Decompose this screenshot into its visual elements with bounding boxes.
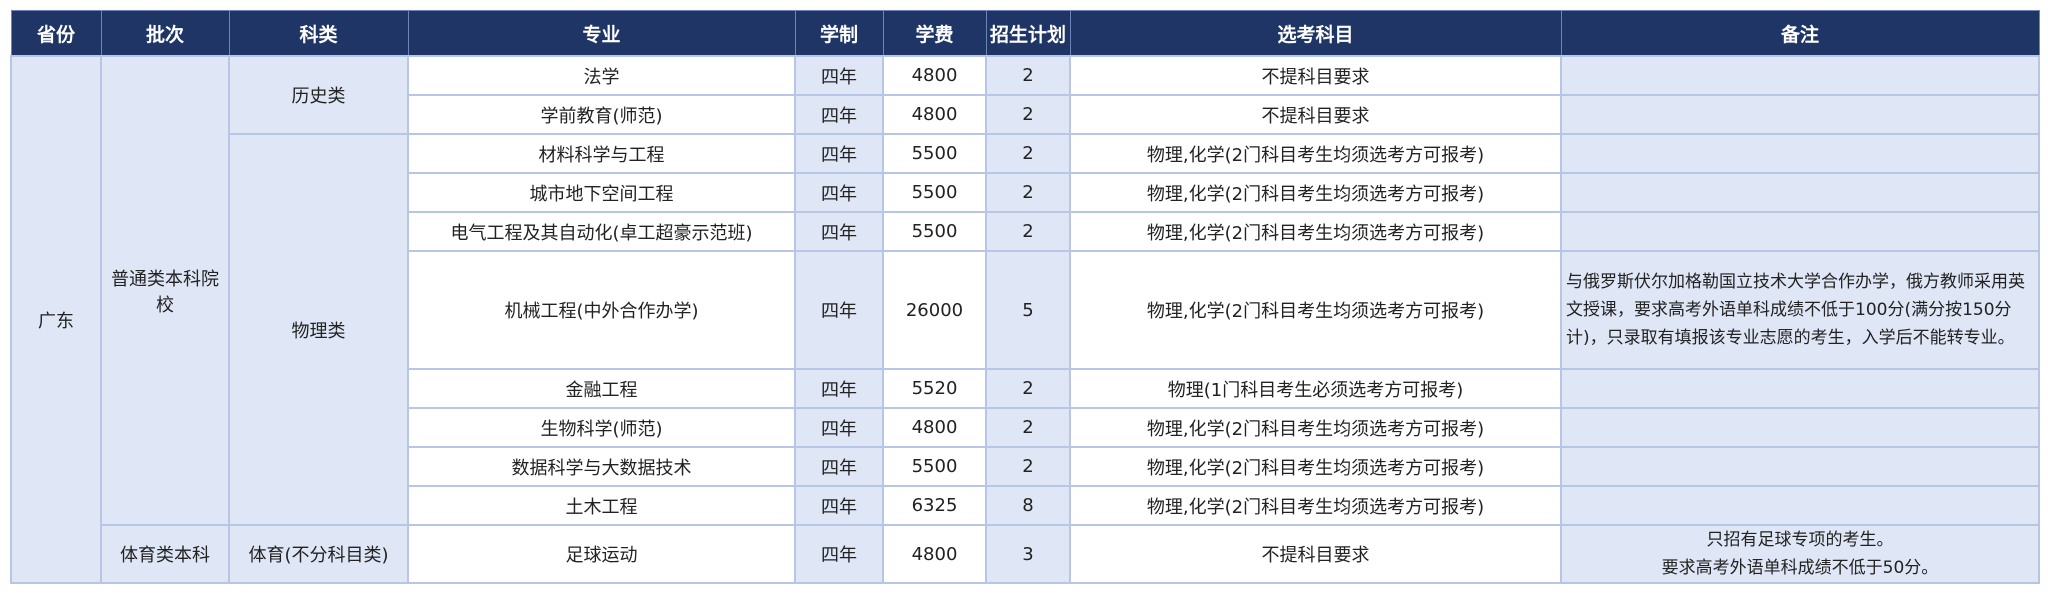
plan-cell: 2 — [985, 368, 1071, 409]
years-cell: 四年 — [794, 446, 884, 487]
years-cell: 四年 — [794, 524, 884, 584]
table-row: 金融工程 四年 5520 2 物理(1门科目考生必须选考方可报考) — [11, 368, 2040, 409]
major-cell: 城市地下空间工程 — [407, 172, 796, 213]
header-plan: 招生计划 — [985, 10, 1071, 57]
fee-cell: 5500 — [882, 211, 987, 252]
table-row: 电气工程及其自动化(卓工超豪示范班) 四年 5500 2 物理,化学(2门科目考生均须选… — [11, 211, 2040, 252]
province-cell: 广东 — [10, 55, 102, 584]
plan-cell: 2 — [985, 172, 1071, 213]
major-cell: 电气工程及其自动化(卓工超豪示范班) — [407, 211, 796, 252]
fee-cell: 5500 — [882, 172, 987, 213]
table-row: 广东 普通类本科院校 历史类 法学 四年 4800 2 不提科目要求 — [10, 55, 2040, 584]
note-cell: 只招有足球专项的考生。要求高考外语单科成绩不低于50分。 — [1560, 524, 2040, 584]
note-cell — [1560, 133, 2040, 174]
major-cell: 学前教育(师范) — [407, 94, 796, 135]
years-cell: 四年 — [794, 368, 884, 409]
note-line: 要求高考外语单科成绩不低于50分。 — [1661, 558, 1939, 578]
fee-cell: 26000 — [882, 250, 987, 370]
subjects-cell: 物理,化学(2门科目考生均须选考方可报考) — [1069, 133, 1562, 174]
note-cell — [1560, 94, 2040, 135]
fee-cell: 5500 — [882, 446, 987, 487]
subjects-cell: 不提科目要求 — [1069, 524, 1562, 584]
subjects-cell: 物理,化学(2门科目考生均须选考方可报考) — [1069, 485, 1562, 526]
table-row: 体育类本科 体育(不分科目类) 足球运动 四年 4800 3 不提科目要求 只招有足球专项的考… — [11, 524, 2040, 584]
years-cell: 四年 — [794, 94, 884, 135]
plan-cell: 8 — [985, 485, 1071, 526]
note-cell — [1560, 55, 2040, 96]
table-row: 数据科学与大数据技术 四年 5500 2 物理,化学(2门科目考生均须选考方可报考) — [11, 446, 2040, 487]
table-row: 学前教育(师范) 四年 4800 2 不提科目要求 — [11, 94, 2040, 135]
header-batch: 批次 — [100, 10, 230, 57]
major-cell: 生物科学(师范) — [407, 407, 796, 448]
subjects-cell: 物理,化学(2门科目考生均须选考方可报考) — [1069, 250, 1562, 370]
years-cell: 四年 — [794, 172, 884, 213]
subjects-cell: 物理(1门科目考生必须选考方可报考) — [1069, 368, 1562, 409]
major-cell: 法学 — [407, 55, 796, 96]
note-cell — [1560, 407, 2040, 448]
note-cell — [1560, 485, 2040, 526]
category-cell: 历史类 — [228, 55, 409, 135]
note-cell — [1560, 172, 2040, 213]
note-cell — [1560, 211, 2040, 252]
fee-cell: 4800 — [882, 407, 987, 448]
table-row: 土木工程 四年 6325 8 物理,化学(2门科目考生均须选考方可报考) — [11, 485, 2040, 526]
header-major: 专业 — [407, 10, 796, 57]
subjects-cell: 物理,化学(2门科目考生均须选考方可报考) — [1069, 172, 1562, 213]
header-province: 省份 — [10, 10, 102, 57]
major-cell: 数据科学与大数据技术 — [407, 446, 796, 487]
major-cell: 材料科学与工程 — [407, 133, 796, 174]
plan-cell: 2 — [985, 94, 1071, 135]
note-cell — [1560, 446, 2040, 487]
table-row: 生物科学(师范) 四年 4800 2 物理,化学(2门科目考生均须选考方可报考) — [11, 407, 2040, 448]
years-cell: 四年 — [794, 485, 884, 526]
major-cell: 金融工程 — [407, 368, 796, 409]
fee-cell: 4800 — [882, 55, 987, 96]
major-cell: 机械工程(中外合作办学) — [407, 250, 796, 370]
admission-plan-table: 省份 批次 科类 专业 学制 学费 招生计划 选考科目 备注 广东 普通类本科院校… — [10, 10, 2040, 584]
fee-cell: 6325 — [882, 485, 987, 526]
header-category: 科类 — [228, 10, 409, 57]
plan-cell: 5 — [985, 250, 1071, 370]
plan-cell: 3 — [985, 524, 1071, 584]
table-row: 机械工程(中外合作办学) 四年 26000 5 物理,化学(2门科目考生均须选考方可报考… — [11, 250, 2040, 370]
batch-cell: 体育类本科 — [100, 524, 230, 584]
category-cell: 体育(不分科目类) — [228, 524, 409, 584]
note-cell — [1560, 368, 2040, 409]
subjects-cell: 不提科目要求 — [1069, 55, 1562, 96]
years-cell: 四年 — [794, 211, 884, 252]
table-row: 物理类 材料科学与工程 四年 5500 2 物理,化学(2门科目考生均须选考方可报考) — [11, 133, 2040, 526]
subjects-cell: 物理,化学(2门科目考生均须选考方可报考) — [1069, 407, 1562, 448]
header-subjects: 选考科目 — [1069, 10, 1562, 57]
batch-cell: 普通类本科院校 — [100, 55, 230, 526]
plan-cell: 2 — [985, 446, 1071, 487]
plan-cell: 2 — [985, 55, 1071, 96]
note-cell: 与俄罗斯伏尔加格勒国立技术大学合作办学，俄方教师采用英文授课，要求高考外语单科成… — [1560, 250, 2040, 370]
plan-cell: 2 — [985, 407, 1071, 448]
header-note: 备注 — [1560, 10, 2040, 57]
major-cell: 足球运动 — [407, 524, 796, 584]
years-cell: 四年 — [794, 250, 884, 370]
subjects-cell: 物理,化学(2门科目考生均须选考方可报考) — [1069, 446, 1562, 487]
note-line: 只招有足球专项的考生。 — [1706, 530, 1894, 550]
years-cell: 四年 — [794, 407, 884, 448]
plan-cell: 2 — [985, 211, 1071, 252]
years-cell: 四年 — [794, 55, 884, 96]
header-row: 省份 批次 科类 专业 学制 学费 招生计划 选考科目 备注 — [10, 10, 2040, 57]
years-cell: 四年 — [794, 133, 884, 174]
subjects-cell: 不提科目要求 — [1069, 94, 1562, 135]
fee-cell: 5500 — [882, 133, 987, 174]
header-fee: 学费 — [882, 10, 987, 57]
major-cell: 土木工程 — [407, 485, 796, 526]
header-years: 学制 — [794, 10, 884, 57]
plan-cell: 2 — [985, 133, 1071, 174]
category-cell: 物理类 — [228, 133, 409, 526]
fee-cell: 4800 — [882, 94, 987, 135]
fee-cell: 4800 — [882, 524, 987, 584]
table-row: 城市地下空间工程 四年 5500 2 物理,化学(2门科目考生均须选考方可报考) — [11, 172, 2040, 213]
fee-cell: 5520 — [882, 368, 987, 409]
subjects-cell: 物理,化学(2门科目考生均须选考方可报考) — [1069, 211, 1562, 252]
